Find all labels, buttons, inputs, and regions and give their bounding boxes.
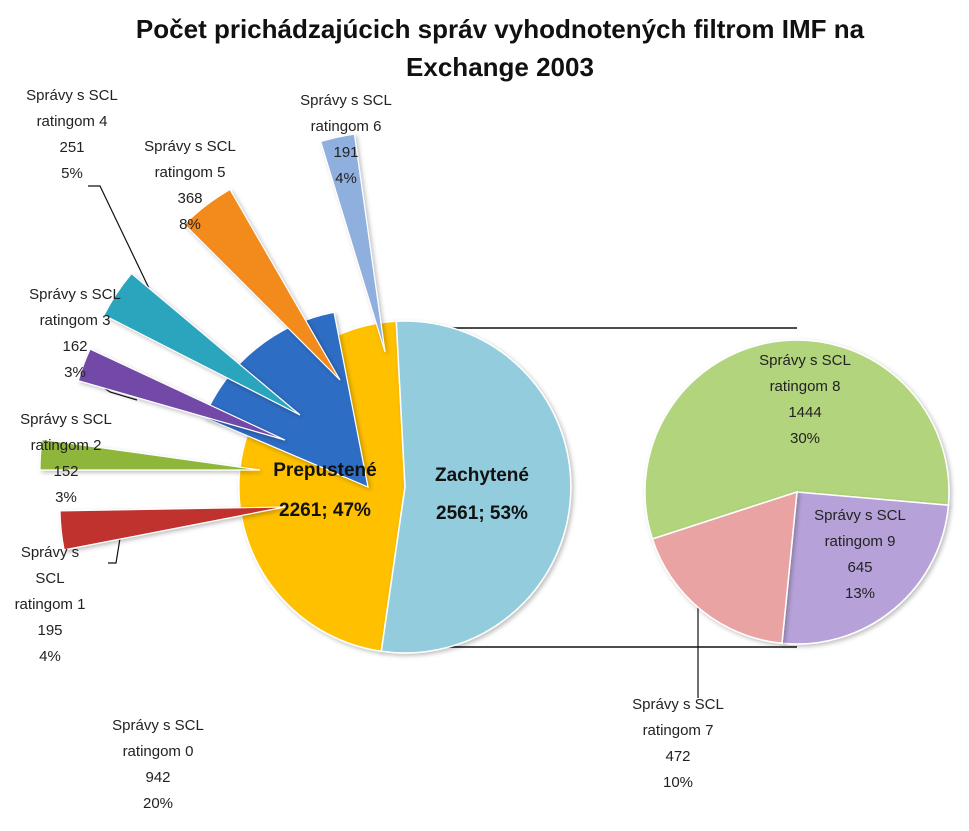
label-rating-7-name1: Správy s SCL: [632, 696, 724, 713]
label-prepustene-name: Prepustené: [273, 460, 376, 481]
label-rating-6-value: 191: [333, 144, 359, 161]
label-rating-0-percent: 20%: [142, 795, 174, 812]
slice-rating-8: [644, 339, 950, 540]
slice-rating-4: [103, 272, 301, 416]
label-rating-9-name1: Správy s SCL: [814, 507, 906, 524]
label-rating-7-percent: 10%: [662, 774, 694, 791]
label-rating-0-name2: ratingom 0: [122, 743, 194, 760]
label-rating-4-name2: ratingom 4: [36, 113, 108, 130]
label-rating-4: Správy s SCL ratingom 4 251 5%: [2, 83, 142, 187]
label-zachytene-value: 2561; 53%: [436, 503, 528, 524]
label-rating-4-percent: 5%: [61, 165, 83, 182]
slice-rating-1: [59, 506, 286, 551]
label-rating-3: Správy s SCL ratingom 3 162 3%: [5, 282, 145, 386]
label-rating-1: Správy s SCL ratingom 1 195 4%: [0, 540, 100, 670]
label-rating-9-percent: 13%: [844, 585, 876, 602]
label-rating-2-name2: ratingom 2: [30, 437, 102, 454]
label-rating-3-name2: ratingom 3: [39, 312, 111, 329]
label-rating-2-name1: Správy s SCL: [20, 411, 112, 428]
label-rating-8-percent: 30%: [789, 430, 821, 447]
label-rating-1-name1: Správy s: [20, 544, 80, 561]
slice-rating-0: [203, 311, 369, 488]
slice-rating-5: [183, 188, 341, 381]
slice-rating-7: [651, 490, 798, 645]
label-rating-0-name1: Správy s SCL: [112, 717, 204, 734]
label-rating-5-name2: ratingom 5: [154, 164, 226, 181]
label-rating-9: Správy s SCL ratingom 9 645 13%: [790, 503, 930, 607]
slice-zachytene: [380, 320, 572, 654]
label-rating-4-name1: Správy s SCL: [26, 87, 118, 104]
chart-title-line-1: Počet prichádzajúcich správ vyhodnotenýc…: [135, 14, 865, 44]
label-rating-1-name3: ratingom 1: [14, 596, 86, 613]
label-rating-0-value: 942: [145, 769, 171, 786]
label-rating-6-percent: 4%: [335, 170, 357, 187]
slice-rating-3: [77, 348, 286, 441]
label-rating-4-value: 251: [59, 139, 85, 156]
label-rating-6: Správy s SCL ratingom 6 191 4%: [276, 88, 416, 192]
label-rating-8-value: 1444: [788, 404, 822, 421]
label-rating-8-name2: ratingom 8: [769, 378, 841, 395]
label-rating-8: Správy s SCL ratingom 8 1444 30%: [735, 348, 875, 452]
leader-rating-4: [88, 185, 169, 329]
label-rating-5: Správy s SCL ratingom 5 368 8%: [120, 134, 260, 238]
label-rating-7-value: 472: [665, 748, 691, 765]
label-rating-2-percent: 3%: [55, 489, 77, 506]
label-zachytene-name: Zachytené: [435, 465, 529, 486]
label-rating-9-value: 645: [847, 559, 873, 576]
label-rating-5-percent: 8%: [179, 216, 201, 233]
label-rating-1-value: 195: [37, 622, 63, 639]
label-rating-2: Správy s SCL ratingom 2 152 3%: [0, 407, 136, 511]
label-rating-1-name2: SCL: [35, 570, 65, 587]
label-rating-3-name1: Správy s SCL: [29, 286, 121, 303]
label-rating-7: Správy s SCL ratingom 7 472 10%: [608, 692, 748, 796]
label-rating-3-percent: 3%: [64, 364, 86, 381]
slice-rating-9: [781, 491, 950, 645]
label-rating-6-name1: Správy s SCL: [300, 92, 392, 109]
slice-rating-2: [39, 438, 261, 471]
label-rating-9-name2: ratingom 9: [824, 533, 896, 550]
label-rating-7-name2: ratingom 7: [642, 722, 714, 739]
label-rating-2-value: 152: [53, 463, 79, 480]
label-rating-0: Správy s SCL ratingom 0 942 20%: [88, 713, 228, 817]
label-rating-5-value: 368: [177, 190, 203, 207]
label-rating-8-name1: Správy s SCL: [759, 352, 851, 369]
label-prepustene-value: 2261; 47%: [279, 500, 371, 521]
label-rating-3-value: 162: [62, 338, 88, 355]
slice-rating-6: [319, 133, 386, 353]
label-rating-1-percent: 4%: [39, 648, 61, 665]
label-rating-5-name1: Správy s SCL: [144, 138, 236, 155]
label-rating-6-name2: ratingom 6: [310, 118, 382, 135]
chart-title-line-2: Exchange 2003: [406, 52, 594, 82]
